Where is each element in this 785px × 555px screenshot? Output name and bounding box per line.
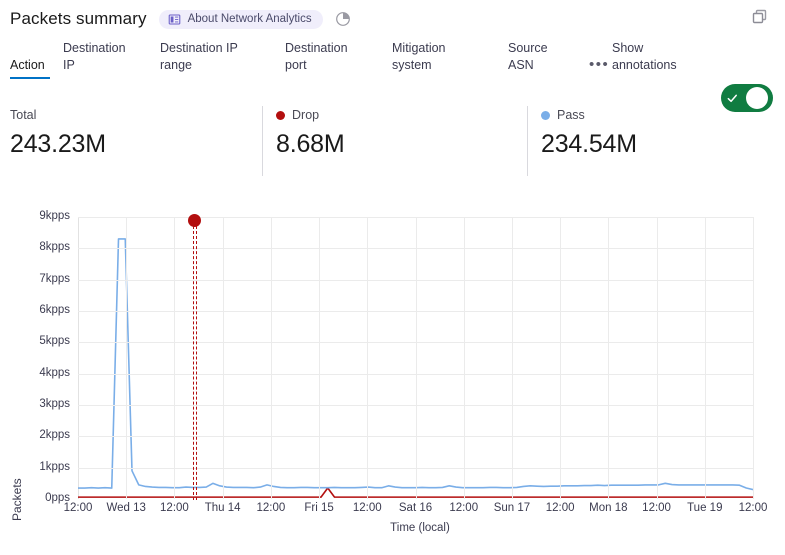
x-tick-label: 12:00 <box>642 502 671 514</box>
toggle-knob <box>746 87 768 109</box>
summary-stats: Total 243.23M Drop 8.68M Pass 234.54M <box>0 106 785 184</box>
drop-legend-dot <box>276 110 285 120</box>
gridline-vertical <box>753 217 754 499</box>
y-tick-label: 5kpps <box>39 335 70 348</box>
stat-drop: Drop 8.68M <box>276 106 345 159</box>
x-axis-title: Time (local) <box>390 522 450 534</box>
book-icon <box>168 13 181 26</box>
gridline-vertical <box>560 217 562 499</box>
tab-action-label: Action <box>10 58 45 72</box>
pass-legend-dot <box>541 110 550 120</box>
x-tick-label: 12:00 <box>160 502 189 514</box>
annotation-line <box>192 226 194 500</box>
about-network-analytics-link[interactable]: About Network Analytics <box>158 9 323 29</box>
gridline-vertical <box>126 217 128 499</box>
more-tabs-icon[interactable]: ••• <box>589 56 610 73</box>
x-tick-label: Sat 16 <box>398 502 433 514</box>
y-tick-label: 6kpps <box>39 304 70 316</box>
check-icon <box>726 92 739 105</box>
stat-divider-2 <box>527 106 528 176</box>
page-title: Packets summary <box>10 9 147 28</box>
dimension-tabs: Action Destination IP Destination IP ran… <box>0 40 785 112</box>
x-tick-label: Thu 14 <box>204 502 241 514</box>
y-tick-label: 2kpps <box>39 429 70 442</box>
tab-active-underline <box>10 77 50 79</box>
stat-drop-label: Drop <box>292 108 320 122</box>
stat-drop-value: 8.68M <box>276 130 345 158</box>
stat-pass: Pass 234.54M <box>541 106 637 159</box>
about-pill-label: About Network Analytics <box>187 13 312 25</box>
tab-action[interactable]: Action <box>10 40 50 96</box>
y-tick-label: 0pps <box>45 492 70 504</box>
y-tick-label: 7kpps <box>39 272 70 285</box>
x-tick-label: 12:00 <box>545 502 575 514</box>
gridline-vertical <box>415 217 417 499</box>
tab-destination-ip[interactable]: Destination IP <box>63 41 126 72</box>
x-axis-ticks: 12:00 Wed 13 12:00 Thu 14 12:00 Fri 15 12:00 Sa… <box>64 502 768 522</box>
y-tick-label: 9kpps <box>39 210 70 222</box>
tab-destination-ip-range[interactable]: Destination IP range <box>160 41 238 72</box>
stat-divider-1 <box>262 106 263 176</box>
x-tick-label: 12:00 <box>738 502 768 514</box>
x-tick-label: Wed 13 <box>106 502 146 514</box>
annotation-marker-dot[interactable] <box>188 214 202 227</box>
copy-icon[interactable] <box>751 8 769 26</box>
plot-area[interactable] <box>78 217 754 499</box>
gridline-vertical <box>463 217 465 499</box>
y-axis-line <box>78 217 79 499</box>
tab-source-asn[interactable]: Source ASN <box>508 41 548 72</box>
x-tick-label: 12:00 <box>256 502 286 514</box>
gridline-vertical <box>174 217 176 499</box>
stat-total-value: 243.23M <box>10 130 106 158</box>
stat-pass-value: 234.54M <box>541 130 637 158</box>
show-annotations-toggle[interactable] <box>721 84 773 112</box>
x-tick-label: Mon 18 <box>589 502 628 514</box>
gridline-vertical <box>608 217 610 499</box>
tab-show-annotations[interactable]: Show annotations <box>612 41 677 72</box>
x-tick-label: 12:00 <box>63 502 93 514</box>
y-tick-label: 4kpps <box>39 366 70 379</box>
x-tick-label: Tue 19 <box>687 502 723 514</box>
x-tick-label: Sun 17 <box>493 502 531 514</box>
tab-mitigation-system[interactable]: Mitigation system <box>392 41 446 72</box>
x-tick-label: Fri 15 <box>304 502 334 514</box>
stat-total: Total 243.23M <box>10 106 106 159</box>
pie-clock-icon[interactable] <box>335 11 351 27</box>
gridline-vertical <box>319 217 321 499</box>
x-tick-label: 12:00 <box>449 502 479 514</box>
x-tick-label: 12:00 <box>352 502 382 514</box>
gridline-vertical <box>656 217 658 499</box>
stat-total-label: Total <box>10 108 37 122</box>
gridline-vertical <box>367 217 369 499</box>
panel-header: Packets summary About Network Analytics <box>0 0 785 38</box>
y-axis: 9kpps 8kpps 7kpps 6kpps 5kpps 4kpps 3kpps 2kpps… <box>18 190 70 510</box>
y-tick-label: 3kpps <box>39 398 70 410</box>
y-tick-label: 1kpps <box>39 460 70 473</box>
tab-destination-port[interactable]: Destination port <box>285 41 348 72</box>
annotation-line-secondary <box>195 226 197 500</box>
gridline-vertical <box>222 217 224 499</box>
gridline-vertical <box>704 217 706 499</box>
stat-pass-label: Pass <box>557 108 585 122</box>
packets-timeseries-chart: Packets 9kpps 8kpps 7kpps 6kpps 5kpps 4kpps 3k… <box>0 190 785 555</box>
gridline-vertical <box>511 217 513 499</box>
y-tick-label: 8kpps <box>39 241 70 254</box>
gridline-vertical <box>270 217 272 499</box>
